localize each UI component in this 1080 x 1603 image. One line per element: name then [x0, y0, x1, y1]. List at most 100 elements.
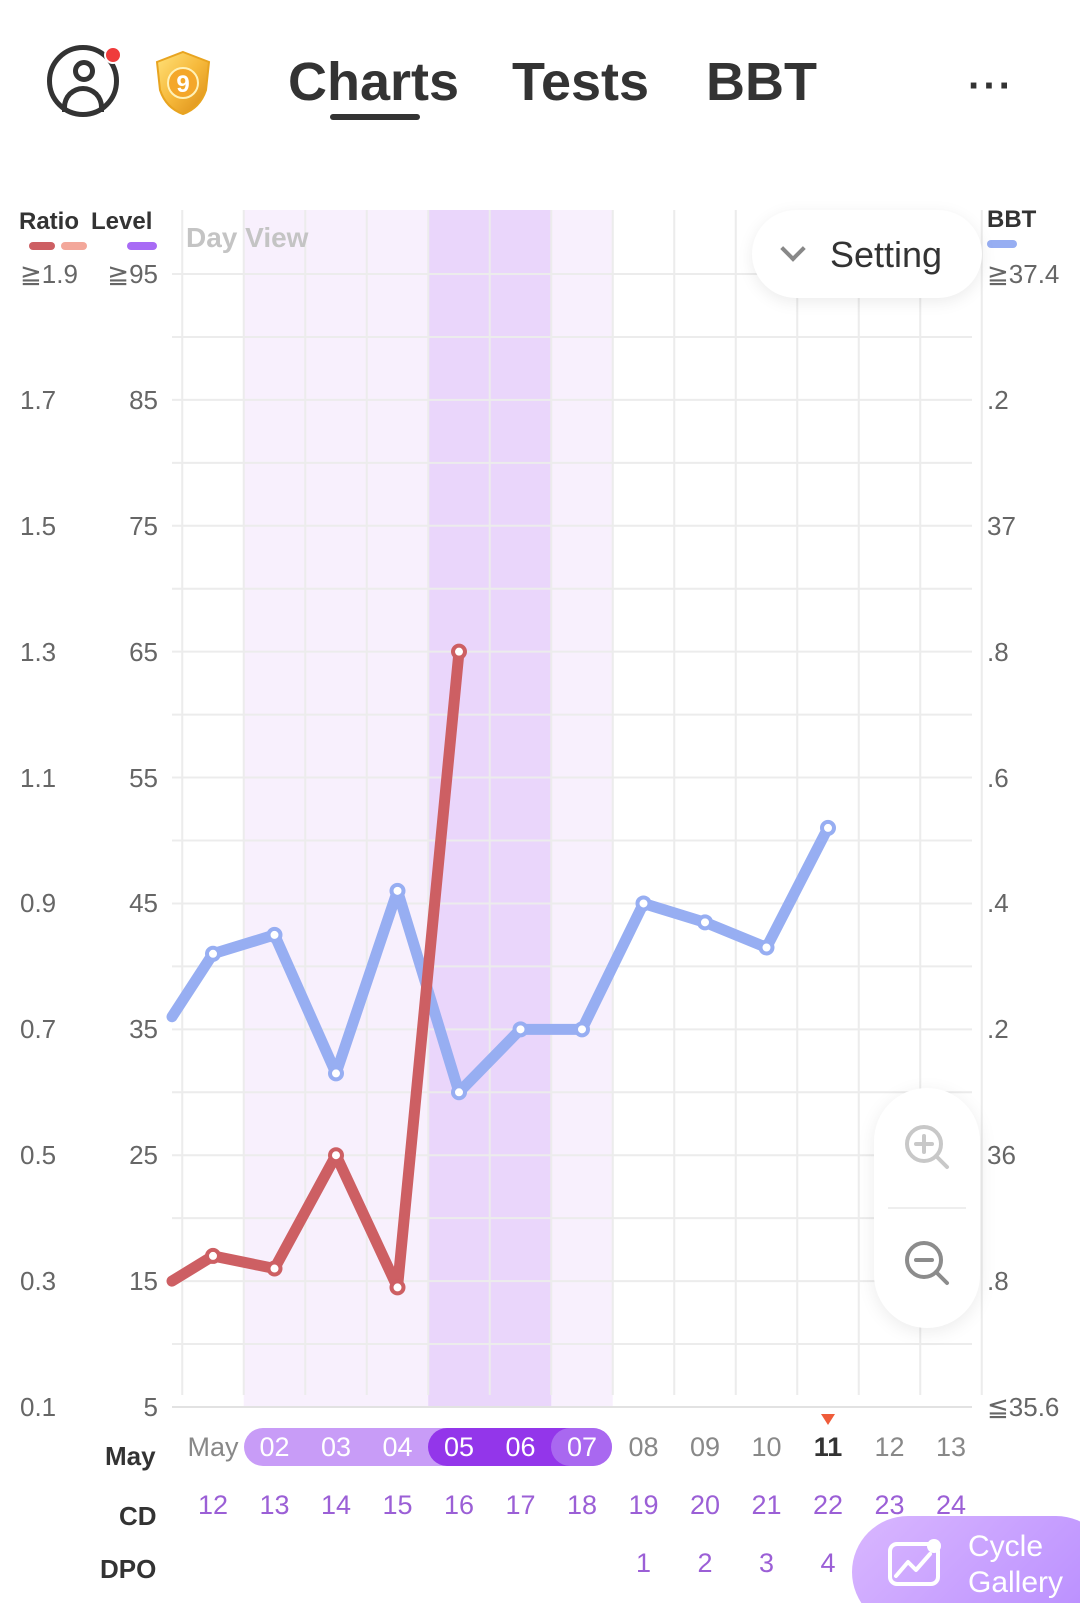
bbt-axis-tick: .2: [987, 384, 1009, 415]
date-cell[interactable]: 11: [813, 1432, 843, 1462]
zoom-out-icon[interactable]: [902, 1238, 952, 1288]
bbt-axis-tick: ≦35.6: [987, 1392, 1060, 1422]
cycle-day-cell: 14: [320, 1490, 352, 1520]
bbt-point: [574, 1021, 590, 1038]
level-badge-icon[interactable]: 9: [154, 50, 212, 116]
ratio-axis-tick: 1.3: [20, 636, 57, 667]
level-axis-tick: 65: [129, 636, 158, 667]
bbt-axis-tick: .6: [987, 762, 1009, 793]
dpo-cell: 2: [697, 1548, 713, 1578]
level-axis-tick: 35: [129, 1014, 158, 1045]
hormone-bbt-chart[interactable]: [0, 0, 1080, 1420]
date-cell[interactable]: 07: [566, 1432, 598, 1462]
bbt-point: [635, 895, 652, 912]
profile-head: [73, 60, 95, 82]
level-axis-tick: 5: [143, 1392, 158, 1422]
level-axis-tick: 45: [129, 888, 158, 919]
date-cell[interactable]: 13: [935, 1432, 967, 1462]
ratio-axis-title: Ratio: [19, 208, 79, 235]
ratio-legend-swatch-light: [61, 242, 87, 250]
zoom-controls: [874, 1088, 980, 1328]
cycle-day-cell: 24: [935, 1490, 967, 1520]
date-cell[interactable]: 10: [751, 1432, 782, 1462]
ratio-axis-tick: 0.7: [20, 1014, 57, 1045]
bbt-point: [512, 1021, 529, 1038]
tab-charts[interactable]: Charts: [288, 52, 460, 112]
setting-label: Setting: [830, 234, 943, 275]
tab-tests[interactable]: Tests: [512, 52, 650, 112]
ratio-point: [328, 1147, 344, 1164]
bbt-point: [451, 1084, 467, 1101]
ratio-axis-tick: 0.9: [20, 888, 57, 919]
level-axis-tick: ≧95: [107, 259, 158, 289]
ratio-point: [266, 1260, 283, 1277]
cycle-day-row-label: CD: [119, 1501, 157, 1531]
dpo-cell: 3: [758, 1548, 775, 1578]
cycle-gallery-label-line2: Gallery: [968, 1566, 1064, 1599]
bbt-point: [389, 882, 406, 899]
bbt-line: [166, 822, 834, 1098]
bbt-axis-tick: .4: [987, 888, 1009, 919]
day-view-label: Day View: [186, 222, 309, 253]
ratio-point: [451, 643, 467, 660]
ratio-point: [389, 1279, 406, 1296]
bbt-point: [697, 914, 713, 931]
bbt-axis-title: BBT: [987, 206, 1037, 233]
more-menu-button[interactable]: ···: [968, 64, 1014, 108]
date-cell[interactable]: 02: [259, 1432, 290, 1462]
bbt-axis-tick: ≧37.4: [987, 259, 1060, 289]
zoom-separator: [888, 1207, 966, 1209]
cycle-gallery-button[interactable]: Cycle Gallery: [852, 1516, 1080, 1603]
level-axis-tick: 15: [129, 1266, 158, 1297]
setting-button[interactable]: Setting: [752, 210, 982, 298]
ovulation-day-pill: [551, 1428, 612, 1466]
cycle-day-cell: 20: [689, 1490, 721, 1520]
bbt-axis-tick: .2: [987, 1014, 1009, 1045]
date-cell[interactable]: 09: [689, 1432, 721, 1462]
bbt-axis-tick: 37: [987, 510, 1016, 541]
dpo-row-label: DPO: [100, 1554, 157, 1584]
level-axis-tick: 55: [129, 762, 158, 793]
date-cell[interactable]: May: [187, 1432, 239, 1462]
ratio-axis-tick: 1.1: [20, 762, 57, 793]
date-cell[interactable]: 03: [320, 1432, 352, 1462]
cycle-day-cell: 19: [628, 1490, 659, 1520]
level-axis-title: Level: [91, 208, 153, 235]
date-cell[interactable]: 06: [505, 1432, 536, 1462]
bbt-point: [328, 1065, 344, 1082]
bbt-legend-swatch: [987, 240, 1017, 248]
today-marker-icon: [821, 1414, 835, 1425]
top-bar: 9 Charts Tests BBT ···: [0, 0, 1080, 170]
bbt-point: [758, 939, 775, 956]
bbt-axis-tick: .8: [987, 636, 1009, 667]
date-cell[interactable]: 08: [628, 1432, 659, 1462]
tab-bbt[interactable]: BBT: [706, 52, 817, 112]
month-row-label: May: [105, 1441, 156, 1471]
chevron-down-icon: [780, 236, 806, 262]
profile-body: [62, 86, 104, 112]
cycle-day-cell: 17: [505, 1490, 536, 1520]
level-legend-swatch: [127, 242, 157, 250]
ratio-point: [205, 1247, 221, 1264]
cycle-day-cell: 13: [259, 1490, 290, 1520]
notification-dot: [104, 46, 122, 64]
chart-gallery-icon: [888, 1539, 941, 1586]
bbt-point: [205, 945, 221, 962]
bbt-axis-tick: 36: [987, 1140, 1016, 1171]
cycle-day-cell: 21: [751, 1490, 782, 1520]
date-cell[interactable]: 12: [874, 1432, 905, 1462]
dpo-cell: 1: [635, 1548, 652, 1578]
badge-level-number: 9: [176, 71, 189, 98]
bbt-point: [820, 819, 836, 836]
ratio-axis-tick: 0.5: [20, 1140, 57, 1171]
cycle-day-cell: 12: [197, 1490, 229, 1520]
cycle-day-cell: 23: [874, 1490, 905, 1520]
ratio-axis-tick: 0.1: [20, 1392, 57, 1422]
date-cell[interactable]: 05: [443, 1432, 475, 1462]
date-cell[interactable]: 04: [382, 1432, 413, 1462]
profile-icon[interactable]: [47, 45, 119, 117]
cycle-day-cell: 22: [812, 1490, 844, 1520]
ratio-axis-tick: ≧1.9: [20, 259, 78, 289]
zoom-in-icon[interactable]: [902, 1122, 952, 1172]
ratio-legend-swatch: [29, 242, 55, 250]
